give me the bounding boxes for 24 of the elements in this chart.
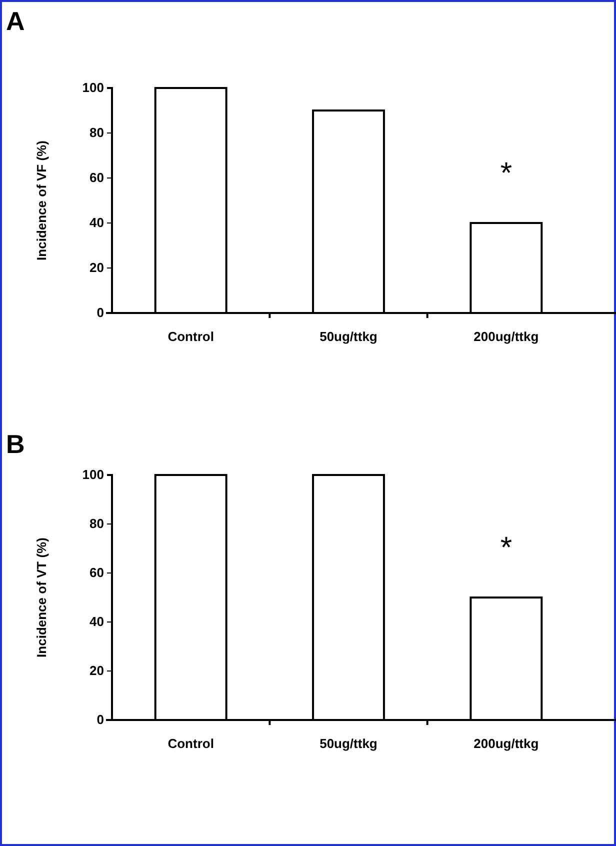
y-tick-label: 40 xyxy=(90,614,104,630)
y-tick-label: 80 xyxy=(90,125,104,140)
y-tick-label: 60 xyxy=(90,170,104,186)
y-tick-label: 40 xyxy=(90,215,104,230)
y-tick-label: 20 xyxy=(90,663,104,678)
y-tick-label: 60 xyxy=(90,565,104,580)
y-tick-label: 100 xyxy=(82,467,104,482)
y-tick-label: 0 xyxy=(96,712,104,728)
x-tick-label: 50ug/ttkg xyxy=(320,736,378,751)
annotation: * xyxy=(500,157,512,190)
annotation: * xyxy=(500,532,512,564)
y-tick-label: 80 xyxy=(90,516,104,532)
y-axis-title: Incidence of VF (%) xyxy=(34,140,49,260)
y-axis-title: Incidence of VT (%) xyxy=(34,538,49,658)
y-tick-label: 100 xyxy=(82,80,104,96)
chart-title: A xyxy=(6,6,25,36)
x-tick-label: 200ug/ttkg xyxy=(474,736,539,751)
x-tick-label: 50ug/ttkg xyxy=(320,329,378,344)
x-tick-label: Control xyxy=(168,329,214,344)
x-tick-label: 200ug/ttkg xyxy=(474,329,539,344)
y-tick-label: 0 xyxy=(96,305,104,320)
chart-title: B xyxy=(6,429,25,459)
y-tick-label: 20 xyxy=(90,260,104,276)
x-tick-label: Control xyxy=(168,736,214,751)
